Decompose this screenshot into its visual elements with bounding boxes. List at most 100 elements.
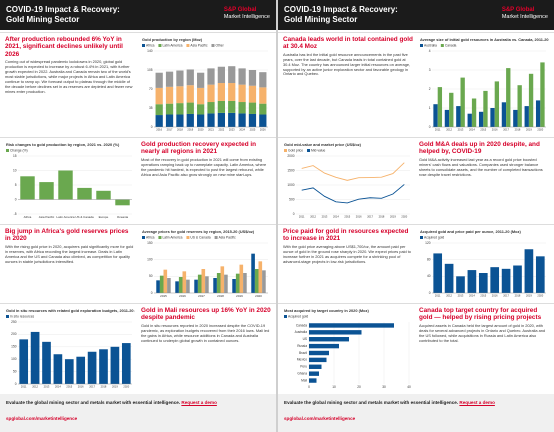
bar bbox=[96, 190, 111, 200]
bar bbox=[213, 278, 217, 293]
chart-column: Average size of initial gold resources i… bbox=[419, 36, 554, 139]
y-tick-label: Canada bbox=[296, 323, 307, 327]
bar bbox=[524, 106, 529, 127]
bar bbox=[194, 279, 198, 293]
brand: S&P Global Market Intelligence bbox=[224, 7, 270, 21]
bar bbox=[224, 274, 228, 293]
bar-segment bbox=[259, 87, 267, 104]
section-heading: Big jump in Africa's gold reserves price… bbox=[5, 228, 129, 243]
x-tick-label: 30 bbox=[382, 385, 386, 389]
section-body: Acquired assets in Canada held the large… bbox=[419, 322, 546, 343]
x-tick-label: 2017 bbox=[503, 294, 509, 298]
x-tick-label: 2015 bbox=[66, 385, 72, 389]
x-tick-label: 2020 bbox=[255, 294, 262, 298]
x-tick-label: Africa bbox=[24, 215, 32, 219]
bar bbox=[490, 267, 500, 293]
line bbox=[301, 184, 405, 204]
y-tick-label: Peru bbox=[300, 365, 307, 369]
bar-segment bbox=[197, 114, 205, 127]
bar-segment bbox=[197, 87, 205, 105]
y-tick-label: Mali bbox=[301, 378, 307, 382]
footer-cta: Evaluate the global mining sector and me… bbox=[6, 400, 270, 405]
x-tick-label: 2019 bbox=[526, 294, 532, 298]
x-tick-label: 2018 bbox=[217, 294, 224, 298]
x-tick-label: 2022 bbox=[218, 128, 224, 132]
chart-title: Average size of initial gold resources i… bbox=[420, 37, 549, 42]
y-tick-label: 150 bbox=[147, 241, 153, 245]
legend-label: Latin America bbox=[162, 235, 182, 239]
y-tick-label: 3 bbox=[429, 68, 431, 72]
bar bbox=[433, 104, 438, 127]
bar-segment bbox=[228, 66, 236, 84]
y-tick-label: 2 bbox=[429, 87, 431, 91]
bar bbox=[205, 276, 209, 293]
x-tick-label: 2017 bbox=[167, 128, 173, 132]
bar bbox=[258, 261, 263, 293]
bar bbox=[309, 330, 362, 335]
section: Gold in Mali resources up 16% YoY in 202… bbox=[0, 303, 276, 394]
bar-segment bbox=[207, 102, 215, 114]
y-tick-label: 1500 bbox=[287, 168, 294, 172]
chart-column: Gold mid-value and market price (US$/oz)… bbox=[283, 141, 413, 226]
legend-swatch bbox=[211, 44, 215, 47]
bar-segment bbox=[197, 72, 205, 88]
legend-label: Canada bbox=[445, 43, 457, 47]
y-tick-label: Brazil bbox=[299, 351, 307, 355]
chart-column: Gold production by region (Moz) Africa Lat… bbox=[141, 36, 271, 139]
chart: Risk changes to gold production by regio… bbox=[6, 142, 132, 219]
y-tick-label: 0 bbox=[151, 125, 153, 129]
x-tick-label: 2014 bbox=[55, 385, 61, 389]
bar bbox=[524, 249, 534, 293]
x-tick-label: US & Canada bbox=[75, 215, 94, 219]
x-tick-label: 2011 bbox=[435, 294, 441, 298]
bar-segment bbox=[176, 103, 184, 115]
y-tick-label: 0 bbox=[151, 291, 153, 295]
chart-column: Most acquired by target country in 2020 … bbox=[283, 307, 413, 396]
x-tick-label: 2018 bbox=[515, 128, 521, 132]
bar bbox=[197, 274, 202, 293]
y-tick-label: -5 bbox=[14, 212, 17, 216]
title: COVID-19 Impact & Recovery: bbox=[6, 5, 120, 14]
y-tick-label: 250 bbox=[11, 320, 17, 324]
bar-segment bbox=[228, 83, 236, 101]
demo-link[interactable]: Request a demo bbox=[459, 400, 495, 405]
x-tick-label: 2026 bbox=[260, 128, 266, 132]
y-tick-label: 50 bbox=[13, 369, 17, 373]
legend-label: Asia Pacific bbox=[219, 235, 236, 239]
x-tick-label: Europe bbox=[99, 215, 109, 219]
bar bbox=[490, 108, 495, 127]
legend-swatch bbox=[420, 44, 423, 47]
section-heading: After production rebounded 6% YoY in 202… bbox=[5, 36, 123, 58]
y-tick-label: Ghana bbox=[297, 372, 307, 376]
chart: Average prices for gold reserves by regi… bbox=[142, 229, 268, 298]
x-tick-label: 2017 bbox=[503, 128, 509, 132]
bar bbox=[220, 266, 225, 293]
chart-column: Gold in situ resources with related gold… bbox=[5, 307, 145, 396]
x-tick-label: 2016 bbox=[78, 385, 84, 389]
chart-title: Average prices for gold reserves by regi… bbox=[142, 229, 255, 234]
demo-link[interactable]: Request a demo bbox=[181, 400, 217, 405]
y-tick-label: 50 bbox=[149, 274, 153, 278]
bar-segment bbox=[248, 102, 257, 114]
x-tick-label: 2013 bbox=[44, 385, 50, 389]
legend-label: Africa bbox=[146, 43, 155, 47]
bar bbox=[467, 113, 472, 127]
chart-title: Acquired gold and price paid per ounce, … bbox=[420, 229, 521, 234]
bar bbox=[535, 100, 541, 127]
text-column: Gold production recovery expected in nea… bbox=[141, 141, 271, 177]
x-tick-label: 2015 bbox=[480, 294, 486, 298]
bar bbox=[535, 256, 545, 293]
legend-label: Africa bbox=[146, 235, 155, 239]
bar bbox=[262, 270, 266, 293]
bar bbox=[309, 364, 322, 369]
x-tick-label: 2019 bbox=[236, 294, 243, 298]
text-column: After production rebounded 6% YoY in 202… bbox=[5, 36, 135, 95]
legend-label: Latin America bbox=[162, 43, 182, 47]
bar bbox=[182, 271, 187, 293]
bar bbox=[444, 263, 454, 293]
header-title: COVID-19 Impact & Recovery: Gold Mining S… bbox=[6, 5, 120, 25]
bar bbox=[30, 331, 40, 384]
footer-url: spglobal.com/marketintelligence bbox=[284, 416, 356, 421]
bar-segment bbox=[186, 102, 194, 114]
bar-segment bbox=[186, 113, 194, 127]
